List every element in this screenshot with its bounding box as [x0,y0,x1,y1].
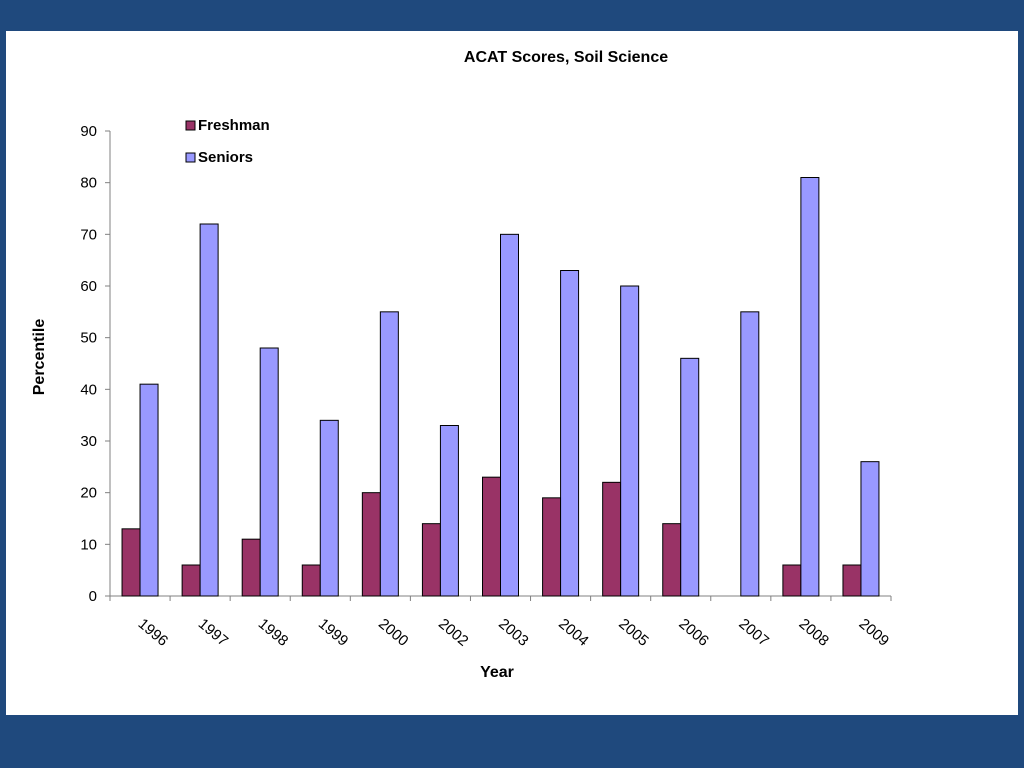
y-tick-label: 60 [80,278,97,295]
bar-freshman-2003 [482,476,501,597]
x-tick-label: 2008 [796,615,832,649]
bar-freshman-2006 [662,523,682,597]
bar-freshman-1996 [121,528,141,597]
x-tick-label: 1996 [135,615,171,649]
bar-freshman-1997 [181,564,201,597]
y-tick-label: 70 [80,226,97,243]
bar-seniors-2006 [680,357,700,597]
bar-seniors-1997 [199,223,219,597]
bar-seniors-2003 [500,233,519,597]
bar-seniors-1999 [319,419,339,597]
bar-seniors-1998 [259,347,279,597]
bar-freshman-2000 [361,492,381,597]
x-tick-label: 1999 [315,615,351,649]
y-tick-label: 30 [80,433,97,450]
bar-freshman-2009 [842,564,862,597]
y-tick-label: 50 [80,330,97,347]
chart-panel: 0 10 20 30 40 50 60 70 80 90 1996 1997 1998 1999 2000 2… [6,31,1018,715]
bar-freshman-1998 [241,538,261,597]
x-tick-label: 1997 [195,615,231,649]
bar-freshman-2005 [602,481,622,597]
x-tick-label: 2007 [735,615,771,649]
bar-seniors-2002 [439,425,459,597]
legend-label-seniors: Seniors [198,149,253,166]
y-tick-label: 90 [80,123,97,140]
bar-seniors-2007 [740,311,760,597]
x-tick-label: 2006 [675,615,711,649]
bar-freshman-2008 [782,564,802,597]
x-axis-label: Year [480,664,514,681]
x-tick-label: 2009 [856,615,892,649]
y-tick-label: 10 [80,536,97,553]
y-tick-label: 20 [80,485,97,502]
x-tick-label: 2005 [615,615,651,649]
x-tick-label: 2004 [555,615,591,649]
bar-freshman-2002 [421,523,441,597]
y-tick-label: 0 [89,588,97,605]
x-tick-label: 2000 [375,615,411,649]
bar-seniors-2008 [800,177,820,597]
chart-title: ACAT Scores, Soil Science [464,49,668,66]
bar-freshman-1999 [301,564,321,597]
legend-swatch-freshman [185,120,196,131]
y-tick-label: 80 [80,175,97,192]
y-tick-label: 40 [80,381,97,398]
x-tick-label: 2002 [435,615,471,649]
x-tick-label: 2003 [495,615,531,649]
bar-seniors-2005 [620,285,640,597]
bar-seniors-2009 [860,461,880,597]
bar-seniors-2004 [560,270,580,597]
legend-label-freshman: Freshman [198,117,270,134]
legend: Freshman Seniors [185,117,270,166]
bar-seniors-2000 [379,311,399,597]
bar-seniors-1996 [139,383,159,597]
y-axis-label: Percentile [31,319,48,396]
x-tick-label: 1998 [255,615,291,649]
bar-chart: 0 10 20 30 40 50 60 70 80 90 1996 1997 1998 1999 2000 2… [31,49,892,681]
bar-freshman-2004 [542,497,562,597]
legend-swatch-seniors [185,152,196,163]
